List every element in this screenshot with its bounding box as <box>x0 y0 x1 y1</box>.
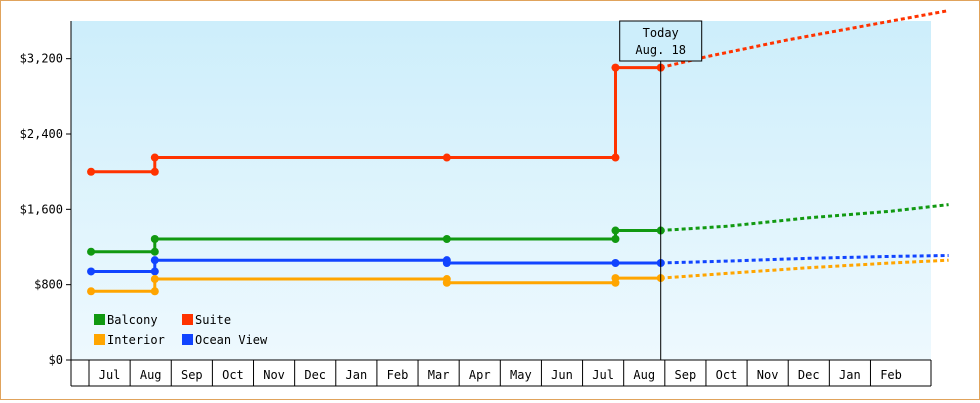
x-tick-label: May <box>510 368 532 382</box>
x-axis: Jul Aug Sep Oct Nov Dec Jan Feb Mar Apr May Jun Jul A… <box>71 359 932 387</box>
data-point-balcony <box>87 247 96 256</box>
x-tick-label: Feb <box>880 368 902 382</box>
data-point-suite <box>442 153 451 162</box>
x-tick-label: Jun <box>551 368 573 382</box>
x-tick-label: Jan <box>346 368 368 382</box>
legend-swatch-suite <box>182 314 193 325</box>
data-point-suite <box>611 63 620 72</box>
x-tick-label: Aug <box>140 368 162 382</box>
y-tick-label: $2,400 <box>20 127 63 141</box>
legend-swatch-ocean-view <box>182 334 193 345</box>
legend: Balcony Suite Interior Ocean View <box>94 313 268 347</box>
data-point-balcony <box>150 234 159 243</box>
x-tick-label: Aug <box>633 368 655 382</box>
y-tick-label: $1,600 <box>20 202 63 216</box>
today-box <box>619 20 703 62</box>
data-point-ocean-view <box>442 259 451 268</box>
series-forecast-ocean-view <box>660 254 949 265</box>
x-tick-label: Sep <box>181 368 203 382</box>
data-point-interior <box>442 278 451 287</box>
today-marker: Today Aug. 18 <box>619 20 703 360</box>
data-point-interior <box>150 287 159 296</box>
legend-label-ocean-view: Ocean View <box>195 333 268 347</box>
data-point-suite <box>150 167 159 176</box>
data-point-interior <box>150 275 159 284</box>
data-point-suite <box>611 153 620 162</box>
data-point-ocean-view <box>611 259 620 268</box>
series-forecast-interior <box>660 258 949 280</box>
data-point-balcony <box>611 234 620 243</box>
today-label: Today <box>643 26 679 40</box>
x-tick-label: Sep <box>675 368 697 382</box>
x-tick-label: Feb <box>387 368 409 382</box>
x-tick-label: Jul <box>592 368 614 382</box>
legend-label-interior: Interior <box>107 333 165 347</box>
y-axis: $0 $800 $1,600 $2,400 $3,200 <box>20 21 72 386</box>
x-tick-label: Jan <box>839 368 861 382</box>
x-tick-label: Oct <box>222 368 244 382</box>
data-point-ocean-view <box>150 256 159 265</box>
data-point-interior <box>611 274 620 283</box>
data-point-suite <box>150 153 159 162</box>
x-tick-label: Dec <box>798 368 820 382</box>
plot-background <box>71 21 931 360</box>
legend-swatch-interior <box>94 334 105 345</box>
data-point-balcony <box>442 234 451 243</box>
x-tick-label: Oct <box>716 368 738 382</box>
data-point-balcony <box>150 247 159 256</box>
x-tick-label: Nov <box>263 368 285 382</box>
y-tick-label: $800 <box>34 278 63 292</box>
data-point-ocean-view <box>150 267 159 276</box>
data-point-interior <box>87 287 96 296</box>
data-point-balcony <box>611 226 620 235</box>
data-point-suite <box>87 167 96 176</box>
x-tick-label: Jul <box>99 368 121 382</box>
today-date: Aug. 18 <box>635 43 686 57</box>
y-tick-label: $3,200 <box>20 52 63 66</box>
series-forecast-balcony <box>660 203 949 232</box>
legend-swatch-balcony <box>94 314 105 325</box>
y-tick-label: $0 <box>49 353 63 367</box>
x-tick-label: Apr <box>469 368 491 382</box>
x-tick-label: Mar <box>428 368 450 382</box>
x-tick-label: Nov <box>757 368 779 382</box>
x-tick-label: Dec <box>304 368 326 382</box>
data-point-ocean-view <box>87 267 96 276</box>
legend-label-suite: Suite <box>195 313 231 327</box>
legend-label-balcony: Balcony <box>107 313 158 327</box>
